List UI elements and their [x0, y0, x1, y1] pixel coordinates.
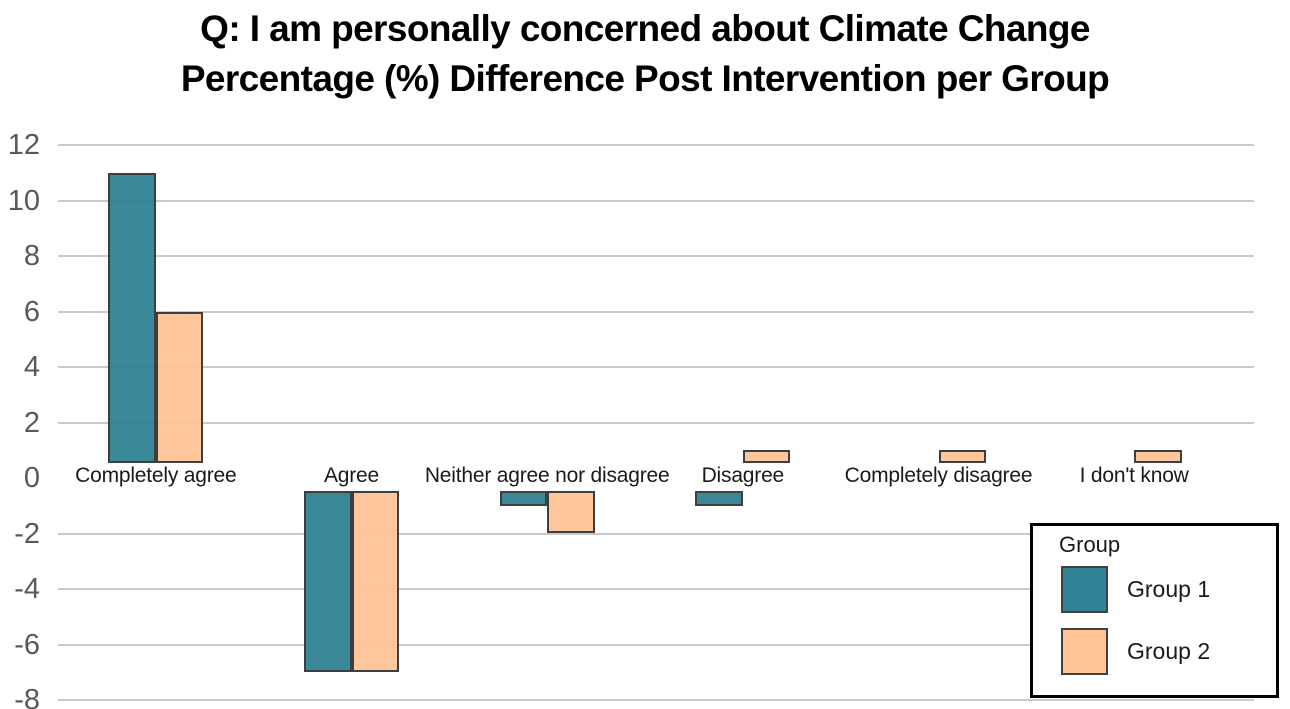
category-label-completely-agree: Completely agree	[75, 464, 237, 487]
category-label-disagree: Disagree	[701, 464, 785, 487]
y-tick-label-2: 2	[23, 406, 40, 439]
category-label-neither-agree-nor-disagree: Neither agree nor disagree	[424, 464, 670, 487]
y-tick-label-4: 4	[23, 351, 40, 383]
legend-swatch-group2	[1061, 628, 1108, 675]
legend: Group Group 1 Group 2	[1030, 523, 1279, 698]
chart-title: Q: I am personally concerned about Clima…	[0, 4, 1290, 104]
y-tick-label-12: 12	[7, 129, 40, 161]
bar-group-2-disagree	[742, 450, 791, 463]
gridline-8	[58, 255, 1254, 257]
y-tick-label-10: 10	[7, 184, 40, 217]
bar-group-2-neither-agree-nor-disagree	[547, 491, 595, 534]
bar-group-2-completely-disagree	[938, 450, 986, 463]
bar-group-1-agree	[304, 491, 352, 673]
gridline-10	[58, 199, 1254, 202]
chart-title-line2: Percentage (%) Difference Post Intervent…	[180, 58, 1110, 99]
category-label-completely-disagree: Completely disagree	[844, 464, 1033, 487]
gridline--4	[58, 588, 1254, 590]
gridline--2	[58, 532, 1254, 535]
bar-group-2-completely-agree	[155, 311, 204, 463]
bar-group-1-disagree	[695, 491, 743, 506]
y-tick-label-6: 6	[23, 295, 40, 328]
gridline-6	[58, 310, 1254, 313]
legend-swatch-group1	[1061, 566, 1108, 613]
y-tick-label--2: -2	[14, 517, 40, 550]
gridline--6	[58, 643, 1254, 646]
category-label-i-don-t-know: I don't know	[1079, 464, 1189, 487]
chart-title-line1: Q: I am personally concerned about Clima…	[200, 8, 1090, 49]
gridline--8	[58, 699, 1254, 701]
bar-group-1-completely-agree	[108, 172, 156, 463]
legend-label-group1: Group 1	[1127, 576, 1211, 602]
y-tick-label-0: 0	[23, 462, 40, 494]
y-tick-label-8: 8	[23, 240, 40, 272]
bar-group-2-i-don-t-know	[1134, 450, 1182, 463]
legend-title: Group	[1059, 532, 1121, 557]
y-tick-label--4: -4	[14, 573, 40, 605]
y-tick-label--6: -6	[14, 628, 40, 661]
y-tick-label--8: -8	[14, 684, 40, 709]
category-label-agree: Agree	[323, 464, 380, 487]
gridline-2	[58, 421, 1254, 424]
gridline-12	[58, 144, 1254, 146]
bar-group-2-agree	[351, 491, 399, 673]
gridline-4	[58, 366, 1254, 368]
bar-group-1-neither-agree-nor-disagree	[499, 491, 548, 506]
legend-label-group2: Group 2	[1127, 638, 1211, 664]
